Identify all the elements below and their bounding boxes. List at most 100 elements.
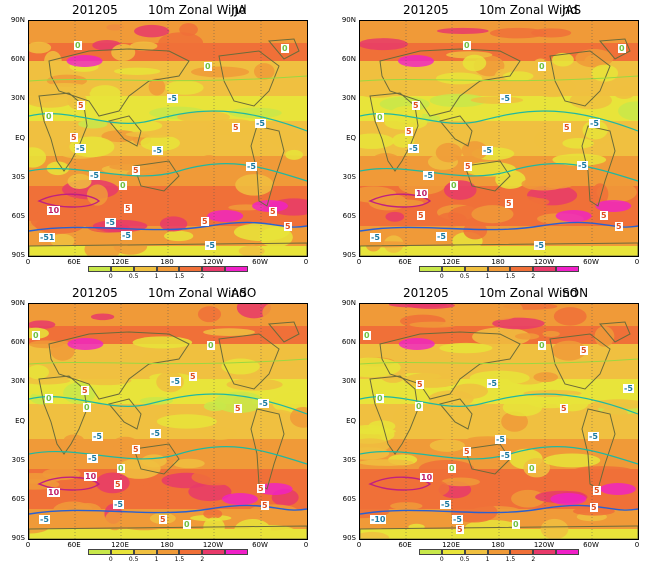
contour-label: 5 (261, 501, 269, 510)
colorbar-tick-label: 0 (439, 273, 444, 280)
panel-title-season: JAS (562, 3, 582, 17)
contour-label: 5 (70, 133, 78, 142)
wind-field-svg (29, 304, 307, 539)
contour-label: 5 (132, 166, 140, 175)
wind-map: 0 0 0 0 5 -5 5 -5 5 -5 -5 -5 5 -5 0 10 5 5 -5 5 5 -5 -51 -5 (28, 20, 308, 257)
longitude-tick-label: 60E (67, 541, 81, 549)
latitude-tick-label: 90N (10, 16, 25, 24)
longitude-tick-label: 0 (303, 541, 309, 549)
contour-label: -5 (482, 146, 493, 155)
contour-label: -5 (370, 233, 381, 242)
contour-label: 5 (189, 372, 197, 381)
contour-label: 5 (114, 480, 122, 489)
contour-label: -5 (113, 500, 124, 509)
longitude-tick-label: 180 (491, 258, 505, 266)
colorbar-segment (556, 549, 579, 555)
colorbar-tick-label: 2 (531, 556, 536, 563)
latitude-tick-label: 90S (11, 251, 25, 259)
contour-label: 0 (207, 341, 215, 350)
longitude-tick-label: 180 (160, 541, 174, 549)
contour-label: 0 (45, 394, 53, 403)
colorbar-segment (464, 549, 488, 555)
longitude-tick-label: 60E (398, 541, 412, 549)
colorbar (419, 549, 579, 555)
longitude-tick-label: 0 (303, 258, 309, 266)
contour-label: 5 (615, 222, 623, 231)
contour-label: 5 (284, 222, 292, 231)
contour-label: 5 (269, 207, 277, 216)
panel-title-variable: 10m Zonal Wind (479, 3, 578, 17)
contour-label: -5 (92, 432, 103, 441)
colorbar-tick-label: 0.5 (128, 556, 139, 563)
contour-label: 0 (528, 464, 536, 473)
contour-label: 5 (201, 217, 209, 226)
longitude-tick-label: 120E (442, 258, 460, 266)
colorbar-tick-label: 1.5 (505, 556, 516, 563)
longitude-tick-label: 0 (634, 541, 640, 549)
colorbar-segment (156, 549, 180, 555)
longitude-tick-label: 120W (202, 541, 224, 549)
contour-label: 5 (417, 211, 425, 220)
colorbar-segment (110, 549, 134, 555)
contour-label: 0 (376, 394, 384, 403)
contour-label: -5 (152, 146, 163, 155)
contour-label: -5 (150, 429, 161, 438)
contour-label: -5 (436, 232, 447, 241)
contour-label: -10 (370, 515, 387, 524)
wind-field-svg (360, 21, 638, 256)
longitude-tick-label: 120W (533, 258, 555, 266)
contour-label: 0 (119, 181, 127, 190)
contour-label: -5 (440, 500, 451, 509)
wind-map: 0 0 5 5 -5 0 0 5 -5 -5 -5 -5 5 0 10 10 5 5 -5 5 -5 5 0 (28, 303, 308, 540)
colorbar-segment (419, 549, 442, 555)
longitude-tick-label: 0 (356, 258, 362, 266)
colorbar-tick-label: 0 (108, 556, 113, 563)
contour-label: -5 (534, 241, 545, 250)
colorbar-segment (179, 549, 203, 555)
colorbar (88, 549, 248, 555)
contour-label: -5 (577, 161, 588, 170)
contour-label: 5 (560, 404, 568, 413)
contour-label: -51 (39, 233, 56, 242)
colorbar-segment (110, 266, 134, 272)
colorbar-tick-label: 0 (108, 273, 113, 280)
latitude-tick-label: 60N (341, 55, 356, 63)
colorbar-tick-label: 1 (485, 556, 490, 563)
contour-label: 5 (505, 199, 513, 208)
latitude-tick-label: 30S (11, 173, 25, 181)
latitude-tick-label: EQ (15, 416, 25, 425)
longitude-tick-label: 180 (160, 258, 174, 266)
contour-label: 0 (183, 520, 191, 529)
contour-label: -5 (589, 119, 600, 128)
colorbar-segment (225, 266, 248, 272)
latitude-tick-label: 90S (342, 534, 356, 542)
longitude-tick-label: 60W (252, 258, 268, 266)
colorbar-segment (533, 266, 557, 272)
colorbar (419, 266, 579, 272)
latitude-tick-label: 90S (342, 251, 356, 259)
panel-title-date: 201205 (72, 286, 118, 300)
colorbar-segment (533, 549, 557, 555)
map-panel-jas: 201205 10m Zonal Wind JAS 0 0 0 5 -5 0 -5 5 -5 5 -5 -5… (331, 0, 662, 283)
latitude-tick-label: 30S (342, 456, 356, 464)
contour-label: 5 (463, 447, 471, 456)
longitude-tick-label: 0 (25, 541, 31, 549)
colorbar-segment (88, 266, 111, 272)
colorbar-tick-label: 2 (531, 273, 536, 280)
contour-label: 5 (600, 211, 608, 220)
latitude-tick-label: 90S (11, 534, 25, 542)
colorbar (88, 266, 248, 272)
latitude-tick-label: 30N (10, 377, 25, 385)
contour-label: 5 (464, 162, 472, 171)
latitude-tick-label: 60N (341, 338, 356, 346)
latitude-tick-label: 30S (342, 173, 356, 181)
longitude-tick-label: 120E (111, 258, 129, 266)
contour-label: -5 (89, 171, 100, 180)
contour-label: 10 (415, 189, 429, 198)
contour-label: -5 (205, 241, 216, 250)
longitude-tick-label: 120W (533, 541, 555, 549)
latitude-tick-label: 30N (341, 94, 356, 102)
contour-label: 0 (45, 112, 53, 121)
latitude-tick-label: 60S (342, 495, 356, 503)
contour-label: 0 (538, 62, 546, 71)
